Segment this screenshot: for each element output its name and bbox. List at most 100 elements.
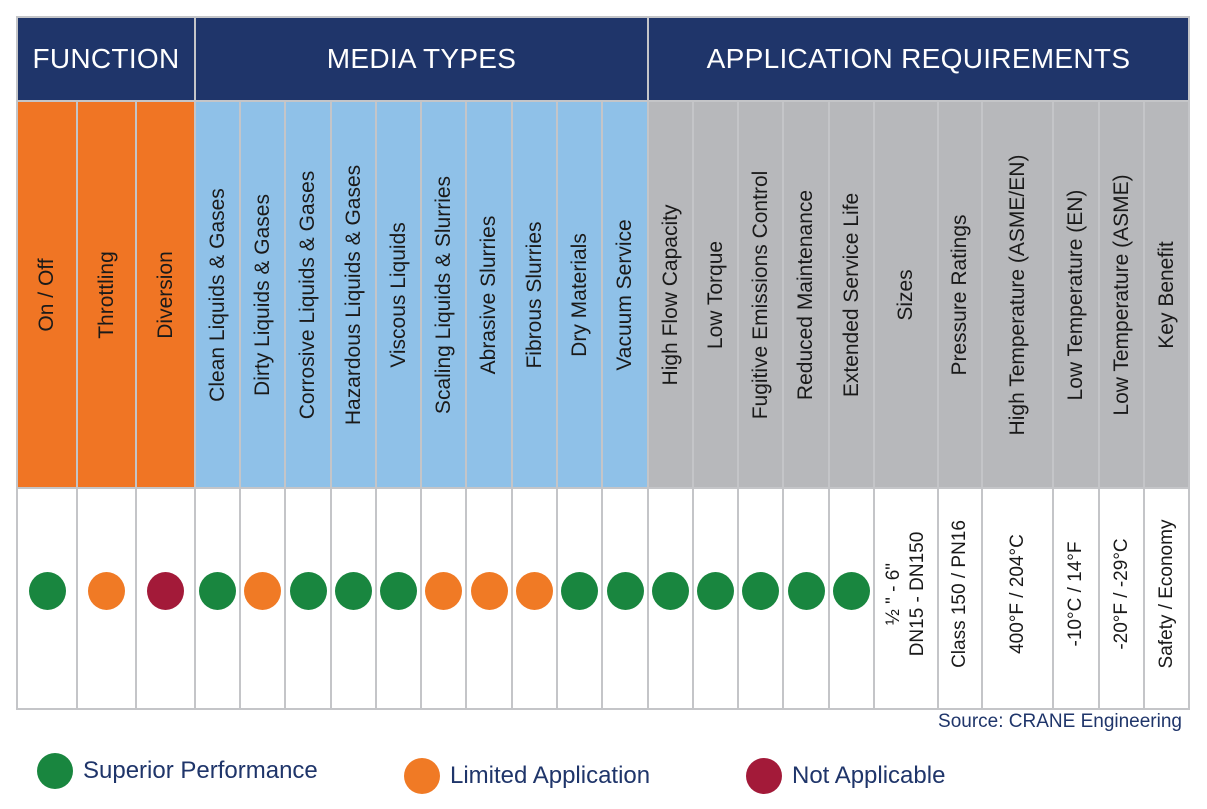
- rating-cell: [286, 489, 330, 708]
- rating-dot-superior: [697, 572, 734, 610]
- column-label: Vacuum Service: [613, 218, 636, 371]
- group-header-media: MEDIA TYPES: [196, 18, 647, 100]
- legend-label: Not Applicable: [792, 762, 946, 789]
- rating-cell: [784, 489, 828, 708]
- rating-cell: -10°C / 14°F: [1054, 489, 1098, 708]
- column-header-dry-materials: Dry Materials: [558, 102, 601, 487]
- rating-cell: [558, 489, 601, 708]
- column-label: Diversion: [153, 250, 177, 339]
- column-label: Low Temperature (EN): [1064, 189, 1087, 400]
- column-label: Key Benefit: [1154, 240, 1178, 349]
- column-header-abrasive-slurries: Abrasive Slurries: [467, 102, 511, 487]
- legend-label: Limited Application: [450, 762, 651, 789]
- column-header-hazardous-liquids-gases: Hazardous Liquids & Gases: [332, 102, 375, 487]
- source-note: Source: CRANE Engineering: [938, 711, 1182, 732]
- rating-dot-limited: [470, 572, 508, 610]
- rating-cell: -20°F / -29°C: [1100, 489, 1143, 708]
- column-header-fugitive-emissions-control: Fugitive Emissions Control: [739, 102, 782, 487]
- column-label: On / Off: [35, 257, 58, 332]
- rating-cell: [513, 489, 556, 708]
- rating-cell: Safety / Economy: [1145, 489, 1188, 708]
- column-header-low-temperature-en: Low Temperature (EN): [1054, 102, 1098, 487]
- rating-dot-superior: [606, 572, 644, 610]
- legend-item-superior: Superior Performance: [37, 753, 318, 789]
- rating-dot-superior: [199, 572, 236, 610]
- legend-item-not-applicable: Not Applicable: [746, 758, 945, 794]
- rating-cell: [332, 489, 375, 708]
- column-header-pressure-ratings: Pressure Ratings: [939, 102, 981, 487]
- column-header-viscous-liquids: Viscous Liquids: [377, 102, 420, 487]
- column-header-low-torque: Low Torque: [694, 102, 737, 487]
- rating-dot-not-applicable: [147, 572, 184, 610]
- rating-cell: [830, 489, 873, 708]
- rating-dot-superior: [742, 572, 779, 610]
- column-label: Scaling Liquids & Slurries: [431, 175, 455, 414]
- rating-dot-superior: [28, 572, 66, 610]
- rating-dot-limited: [88, 572, 125, 610]
- rating-cell: [18, 489, 76, 708]
- rating-cell: [137, 489, 194, 708]
- column-header-on-off: On / Off: [18, 102, 76, 487]
- rating-cell: [739, 489, 782, 708]
- rating-dot-superior: [833, 572, 870, 610]
- rating-cell: 400°F / 204°C: [983, 489, 1052, 708]
- spec-value: Safety / Economy: [1155, 519, 1177, 669]
- column-label: Fibrous Slurries: [522, 220, 546, 369]
- rating-dot-limited: [516, 572, 553, 610]
- column-label: Dirty Liquids & Gases: [250, 193, 274, 396]
- rating-dot-limited: [244, 572, 281, 610]
- column-label: Sizes: [894, 268, 917, 321]
- column-label: Viscous Liquids: [386, 221, 410, 368]
- column-label: Corrosive Liquids & Gases: [296, 170, 319, 419]
- column-header-reduced-maintenance: Reduced Maintenance: [784, 102, 828, 487]
- rating-dot-superior: [380, 572, 417, 610]
- rating-cell: Class 150 / PN16: [939, 489, 981, 708]
- legend-item-limited: Limited Application: [404, 758, 650, 794]
- column-label: Pressure Ratings: [948, 213, 971, 376]
- legend-swatch: [404, 758, 440, 794]
- spec-value: DN15 - DN150: [907, 531, 928, 657]
- column-label: Abrasive Slurries: [477, 215, 500, 374]
- rating-dot-superior: [289, 572, 327, 610]
- spec-value: Class 150 / PN16: [949, 520, 970, 669]
- column-header-fibrous-slurries: Fibrous Slurries: [513, 102, 556, 487]
- column-header-low-temperature-asme: Low Temperature (ASME): [1100, 102, 1143, 487]
- rating-dot-limited: [425, 572, 462, 610]
- column-label: Low Temperature (ASME): [1109, 173, 1133, 416]
- column-header-extended-service-life: Extended Service Life: [830, 102, 873, 487]
- column-label: Reduced Maintenance: [794, 189, 817, 400]
- rating-cell: [377, 489, 420, 708]
- rating-cell: [196, 489, 239, 708]
- rating-cell: [603, 489, 647, 708]
- rating-cell: [241, 489, 284, 708]
- column-header-high-temperature-asme-en: High Temperature (ASME/EN): [983, 102, 1052, 487]
- column-header-sizes: Sizes: [875, 102, 937, 487]
- legend-label: Superior Performance: [83, 757, 318, 784]
- column-header-scaling-liquids-slurries: Scaling Liquids & Slurries: [422, 102, 465, 487]
- column-label: Extended Service Life: [839, 192, 863, 397]
- column-label: Low Torque: [703, 240, 727, 349]
- spec-value: -20°F / -29°C: [1110, 538, 1132, 650]
- rating-cell: [694, 489, 737, 708]
- column-header-dirty-liquids-gases: Dirty Liquids & Gases: [241, 102, 284, 487]
- legend-swatch: [37, 753, 73, 789]
- column-header-corrosive-liquids-gases: Corrosive Liquids & Gases: [286, 102, 330, 487]
- rating-dot-superior: [561, 572, 598, 610]
- spec-value: -10°C / 14°F: [1065, 541, 1086, 647]
- column-label: Dry Materials: [567, 232, 591, 357]
- legend-swatch: [746, 758, 782, 794]
- column-label: Throttling: [94, 250, 118, 339]
- column-label: Hazardous Liquids & Gases: [341, 164, 365, 425]
- group-header-function: FUNCTION: [18, 18, 194, 100]
- column-label: High Temperature (ASME/EN): [1005, 154, 1029, 435]
- column-header-vacuum-service: Vacuum Service: [603, 102, 647, 487]
- rating-dot-superior: [335, 572, 372, 610]
- column-label: High Flow Capacity: [658, 204, 682, 385]
- column-header-key-benefit: Key Benefit: [1145, 102, 1188, 487]
- column-header-throttling: Throttling: [78, 102, 135, 487]
- rating-cell: ½ " - 6" DN15 - DN150: [875, 489, 937, 708]
- column-header-diversion: Diversion: [137, 102, 194, 487]
- rating-dot-superior: [652, 572, 689, 610]
- rating-cell: [467, 489, 511, 708]
